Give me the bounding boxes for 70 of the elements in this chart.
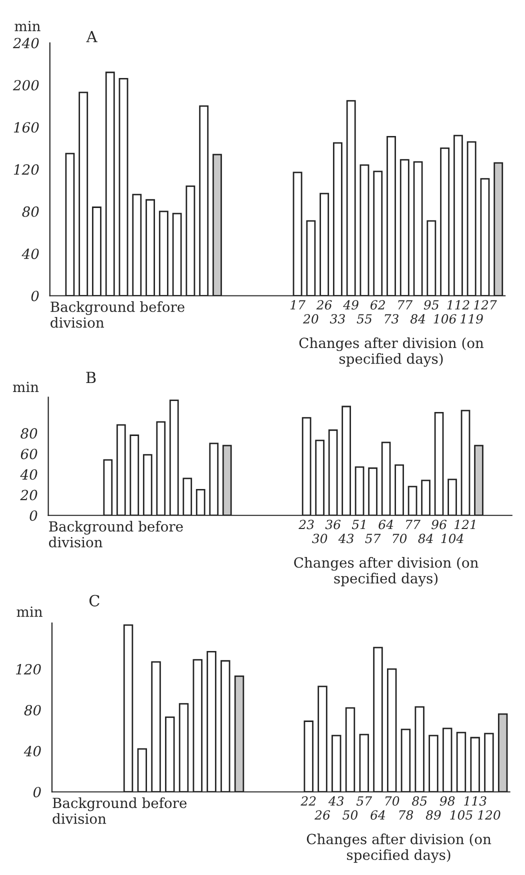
x-tick-label: 77 — [398, 300, 413, 310]
text: Background before division — [48, 520, 183, 548]
y-tick-label: 200 — [12, 80, 39, 90]
x-tick-label: 20 — [302, 314, 318, 324]
x-tick-label: 55 — [356, 314, 372, 324]
x-tick-label: 70 — [392, 534, 407, 544]
y-tick-label: 160 — [14, 122, 39, 133]
x-tick-label: 120 — [478, 810, 500, 820]
x-tick-label: 57 — [365, 534, 381, 544]
x-tick-label: 77 — [406, 520, 420, 530]
y-tick-label: 20 — [20, 490, 38, 500]
x-tick-label: 30 — [312, 534, 328, 544]
x-tick-label: 89 — [426, 810, 441, 820]
y-tick-label: 240 — [12, 38, 39, 48]
y-tick-label: 80 — [24, 704, 41, 716]
x-tick-label: 36 — [325, 520, 341, 530]
x-tick-label: 113 — [464, 796, 486, 806]
x-tick-label: 105 — [450, 810, 472, 820]
x-tick-label: 104 — [441, 534, 464, 544]
x-tick-label: 106 — [434, 314, 456, 324]
y-tick-label: 40 — [20, 469, 38, 480]
x-tick-label: 26 — [316, 300, 332, 310]
x-tick-label: 50 — [342, 810, 358, 820]
y-tick-label: 120 — [16, 664, 41, 675]
x-tick-label: 127 — [474, 300, 497, 310]
x-tick-label: 49 — [343, 300, 358, 310]
x-tick-label: 121 — [454, 520, 475, 530]
x-tick-label: 78 — [399, 810, 414, 820]
x-tick-label: 95 — [424, 300, 439, 310]
x-tick-label: 64 — [378, 520, 394, 530]
y-axis-title: min — [12, 382, 39, 392]
x-tick-label: 43 — [338, 534, 354, 544]
x-tick-label: 23 — [298, 520, 314, 530]
y-tick-label: 80 — [20, 428, 38, 439]
x-tick-label: 22 — [300, 796, 316, 806]
x-tick-label: 73 — [384, 314, 398, 324]
chart-title: B — [86, 372, 96, 384]
x-tick-label: 43 — [328, 796, 344, 806]
text: Changes after division (on specified days) — [299, 337, 484, 367]
text: Changes after division (on specified days) — [306, 834, 492, 863]
y-tick-label: 80 — [22, 206, 39, 217]
y-tick-label: 40 — [24, 746, 41, 756]
x-tick-label: 70 — [385, 796, 400, 806]
x-tick-label: 26 — [314, 810, 330, 820]
x-tick-label: 84 — [418, 534, 433, 544]
x-tick-label: 33 — [330, 314, 345, 324]
x-tick-label: 62 — [370, 300, 385, 310]
text: Background before division — [52, 797, 187, 824]
x-tick-label: 98 — [440, 796, 455, 806]
y-tick-label: 0 — [30, 510, 38, 521]
y-tick-label: 0 — [33, 786, 41, 798]
x-tick-label: 64 — [370, 810, 386, 820]
y-axis-title: min — [16, 606, 42, 617]
text: Changes after division (on specified days) — [294, 557, 478, 586]
y-tick-label: 0 — [31, 290, 39, 302]
x-tick-label: 85 — [412, 796, 427, 806]
x-tick-label: 119 — [460, 314, 483, 324]
x-tick-label: 51 — [352, 520, 366, 530]
x-tick-label: 84 — [410, 314, 426, 324]
x-tick-label: 112 — [447, 300, 470, 310]
x-tick-label: 17 — [290, 300, 306, 310]
text: Background before division — [50, 301, 184, 328]
y-tick-label: 120 — [14, 164, 39, 175]
y-axis-title: min — [14, 20, 40, 32]
x-tick-label: 96 — [431, 520, 447, 530]
y-tick-label: 60 — [20, 448, 38, 460]
chart-title: A — [86, 30, 98, 42]
chart-title: C — [89, 594, 100, 606]
x-tick-label: 57 — [356, 796, 372, 806]
y-tick-label: 40 — [22, 248, 39, 260]
